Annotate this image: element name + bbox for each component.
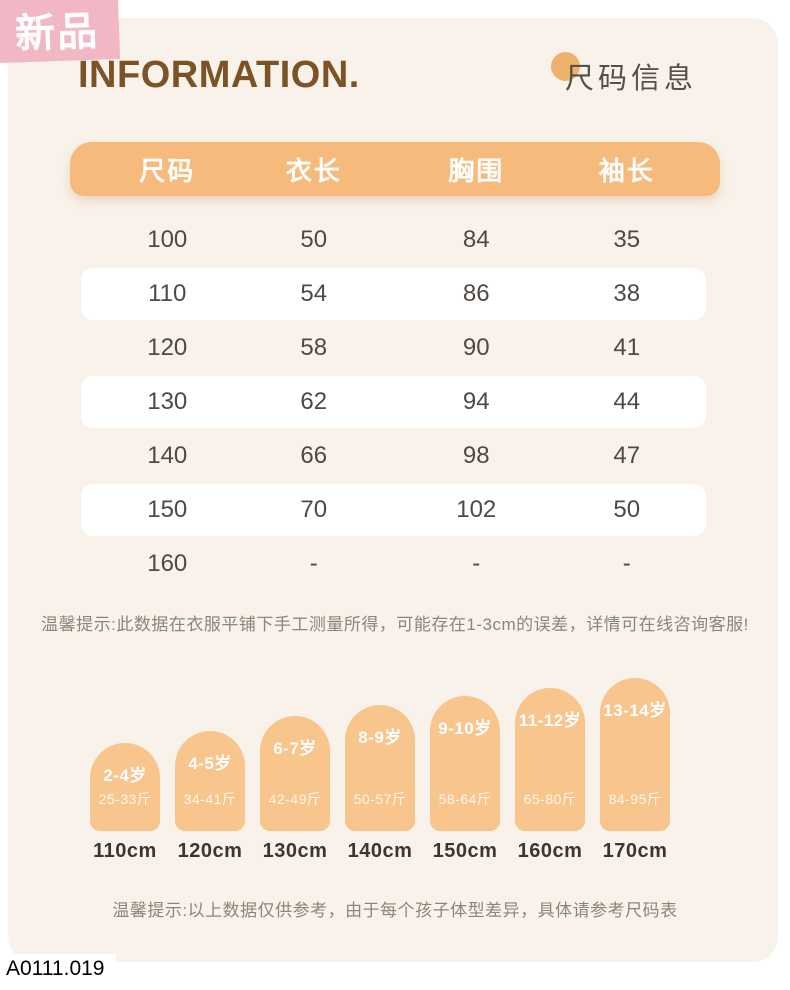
- cell-sleeve: 35: [613, 226, 641, 253]
- table-row: 150 70 102 50: [70, 483, 720, 537]
- weight-range-label: 25-33斤: [98, 791, 152, 807]
- new-product-badge: 新品: [0, 0, 121, 64]
- age-size-item: 9-10岁 58-64斤 150cm: [430, 696, 500, 863]
- cell-chest: 98: [462, 442, 490, 469]
- age-arch: 2-4岁 25-33斤: [90, 743, 160, 831]
- weight-range-label: 34-41斤: [183, 791, 237, 807]
- age-size-item: 6-7岁 42-49斤 130cm: [260, 716, 330, 863]
- page-title: INFORMATION.: [78, 54, 360, 96]
- table-row: 120 58 90 41: [70, 321, 720, 375]
- cell-sleeve: 50: [613, 496, 641, 523]
- weight-range-label: 42-49斤: [268, 791, 322, 807]
- cell-size: 140: [147, 442, 188, 469]
- cell-length: 54: [300, 280, 328, 307]
- cell-length: 58: [300, 334, 328, 361]
- age-range-label: 2-4岁: [103, 766, 147, 785]
- age-size-chart: 2-4岁 25-33斤 110cm 4-5岁 34-41斤 120cm 6-7岁…: [90, 678, 670, 863]
- age-arch: 11-12岁 65-80斤: [515, 688, 585, 831]
- table-row: 160 - - -: [70, 537, 720, 591]
- reference-note: 温馨提示:以上数据仅供参考，由于每个孩子体型差异，具体请参考尺码表: [112, 901, 678, 920]
- height-label: 170cm: [602, 840, 668, 862]
- height-label: 110cm: [93, 840, 157, 862]
- measurement-note: 温馨提示:此数据在衣服平铺下手工测量所得，可能存在1-3cm的误差，详情可在线咨…: [41, 615, 749, 634]
- age-size-item: 4-5岁 34-41斤 120cm: [175, 731, 245, 863]
- size-table: 尺码 衣长 胸围 袖长 100 50 84 35 110 54 86 38 12…: [70, 142, 720, 591]
- cell-size: 150: [147, 496, 188, 523]
- cell-chest: 102: [456, 496, 497, 523]
- age-range-label: 6-7岁: [273, 739, 317, 758]
- cell-chest: 84: [462, 226, 490, 253]
- weight-range-label: 50-57斤: [353, 791, 407, 807]
- weight-range-label: 58-64斤: [438, 791, 492, 807]
- cell-chest: 86: [462, 280, 490, 307]
- cell-length: 66: [300, 442, 328, 469]
- cell-length: 50: [300, 226, 328, 253]
- age-arch: 13-14岁 84-95斤: [600, 678, 670, 831]
- section-subtitle: 尺码信息: [565, 63, 698, 95]
- size-table-body: 100 50 84 35 110 54 86 38 120 58 90 41 1…: [70, 213, 720, 591]
- age-range-label: 13-14岁: [603, 701, 667, 720]
- age-range-label: 11-12岁: [518, 711, 582, 730]
- age-size-item: 8-9岁 50-57斤 140cm: [345, 705, 415, 863]
- cell-sleeve: 44: [613, 388, 641, 415]
- column-header-length: 衣长: [285, 155, 342, 186]
- age-arch: 9-10岁 58-64斤: [430, 696, 500, 831]
- cell-sleeve: -: [622, 550, 631, 577]
- cell-chest: 94: [462, 388, 490, 415]
- age-arch: 4-5岁 34-41斤: [175, 731, 245, 831]
- table-row: 140 66 98 47: [70, 429, 720, 483]
- cell-sleeve: 38: [613, 280, 641, 307]
- cell-size: 120: [147, 334, 188, 361]
- cell-chest: 90: [462, 334, 490, 361]
- age-size-item: 13-14岁 84-95斤 170cm: [600, 678, 670, 863]
- cell-chest: -: [472, 550, 481, 577]
- cell-length: 70: [300, 496, 328, 523]
- height-label: 130cm: [262, 840, 328, 862]
- cell-length: -: [309, 550, 318, 577]
- weight-range-label: 84-95斤: [608, 791, 662, 807]
- size-table-header-row: 尺码 衣长 胸围 袖长: [70, 142, 720, 196]
- column-header-sleeve: 袖长: [598, 155, 655, 186]
- table-row: 110 54 86 38: [70, 267, 720, 321]
- height-label: 150cm: [432, 840, 498, 862]
- height-label: 140cm: [347, 840, 413, 862]
- new-product-badge-label: 新品: [14, 9, 100, 57]
- cell-sleeve: 41: [613, 334, 641, 361]
- cell-size: 100: [147, 226, 188, 253]
- age-range-label: 8-9岁: [358, 728, 402, 747]
- table-row: 130 62 94 44: [70, 375, 720, 429]
- weight-range-label: 65-80斤: [523, 791, 577, 807]
- cell-size: 110: [148, 280, 187, 307]
- age-size-item: 2-4岁 25-33斤 110cm: [90, 743, 160, 863]
- column-header-size: 尺码: [139, 155, 196, 186]
- height-label: 160cm: [517, 840, 583, 862]
- accent-dot-icon: [551, 52, 580, 81]
- column-header-chest: 胸围: [448, 155, 505, 186]
- age-arch: 8-9岁 50-57斤: [345, 705, 415, 831]
- cell-sleeve: 47: [613, 442, 641, 469]
- age-arch: 6-7岁 42-49斤: [260, 716, 330, 831]
- age-range-label: 9-10岁: [438, 719, 492, 738]
- table-row: 100 50 84 35: [70, 213, 720, 267]
- cell-size: 130: [147, 388, 188, 415]
- height-label: 120cm: [177, 840, 243, 862]
- product-code: A0111.019: [0, 954, 117, 986]
- age-size-item: 11-12岁 65-80斤 160cm: [515, 688, 585, 863]
- age-range-label: 4-5岁: [188, 754, 232, 773]
- cell-size: 160: [147, 550, 188, 577]
- cell-length: 62: [300, 388, 328, 415]
